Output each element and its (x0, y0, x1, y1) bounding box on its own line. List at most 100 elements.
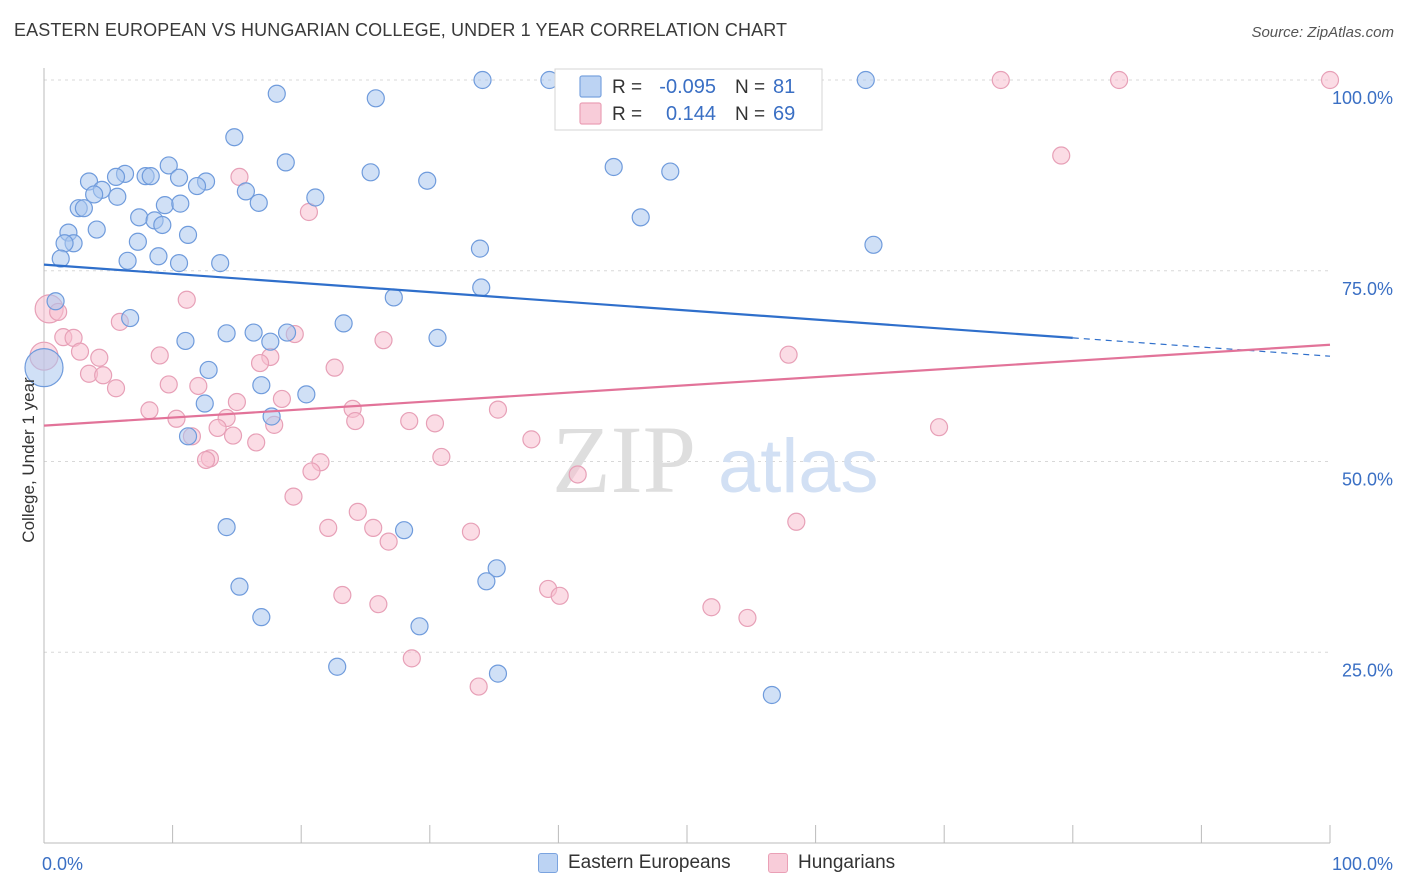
blue-point-53 (334, 314, 353, 333)
blue-point-69 (487, 559, 506, 578)
blue-point-75 (488, 664, 508, 683)
blue-point-39 (128, 232, 147, 251)
stats-legend: R = -0.095 N = 81 R = 0.144 N = 69 (554, 68, 823, 131)
y-tick-labels: 25.0% 50.0% 75.0% 100.0% (1332, 88, 1393, 680)
pink-point-41 (522, 430, 541, 449)
pink-point-64 (779, 345, 798, 364)
pink-point-2 (1320, 70, 1340, 90)
hungarians-trend-line (43, 343, 1331, 427)
x-tick-labels: 0.0% 100.0% (42, 854, 1393, 874)
blue-point-74 (328, 657, 347, 676)
legend-swatch-pink (768, 853, 788, 873)
pink-point-19 (250, 353, 270, 373)
blue-point-24 (85, 185, 104, 204)
blue-point-70 (477, 572, 496, 591)
watermark-atlas: atlas (718, 424, 879, 509)
blue-point-63 (195, 394, 214, 413)
pink-point-38 (929, 418, 949, 437)
pink-point-52 (319, 518, 338, 537)
axes (43, 68, 1331, 844)
blue-point-46 (118, 251, 137, 270)
blue-point-76 (762, 685, 781, 705)
x-tick-label-max: 100.0% (1332, 854, 1393, 874)
y-axis-label: College, Under 1 year (19, 377, 38, 543)
pink-point-25 (189, 376, 208, 396)
pink-point-22 (94, 366, 113, 385)
blue-point-72 (252, 608, 271, 627)
blue-point-41 (55, 234, 74, 253)
blue-point-55 (244, 323, 263, 342)
blue-point-11 (604, 157, 623, 177)
blue-point-28 (155, 196, 174, 215)
stats-r-label-blue: R = (612, 77, 642, 98)
blue-point-47 (169, 254, 189, 273)
y-tick-label-0: 25.0% (1342, 660, 1393, 680)
blue-point-22 (236, 182, 256, 201)
blue-point-32 (130, 208, 149, 227)
pink-point-62 (402, 649, 421, 668)
pink-point-23 (159, 375, 178, 394)
pink-point-34 (346, 411, 365, 431)
blue-point-20 (418, 171, 437, 190)
stats-r-label-pink: R = (612, 104, 642, 125)
blue-point-59 (261, 332, 280, 351)
source-label: Source: ZipAtlas.com (1251, 24, 1394, 41)
stats-r-value-blue: -0.095 (659, 76, 716, 98)
blue-point-0 (473, 70, 492, 90)
blue-point-73 (410, 617, 429, 636)
blue-point-71 (230, 577, 249, 596)
series-legend: Eastern Europeans Hungarians (0, 850, 1406, 880)
blue-point-45 (51, 249, 70, 268)
blue-point-10 (361, 163, 380, 182)
pink-point-47 (302, 462, 321, 481)
trend-lines (43, 263, 1331, 427)
x-tick-label-min: 0.0% (42, 854, 83, 874)
pink-point-15 (70, 342, 90, 361)
pink-point-45 (196, 450, 216, 470)
blue-point-58 (176, 331, 195, 351)
blue-point-51 (46, 292, 65, 311)
stats-n-value-blue: 81 (773, 76, 795, 98)
pink-point-30 (488, 400, 508, 419)
stats-legend-pink-swatch (579, 102, 602, 125)
blue-point-8 (276, 153, 295, 172)
pink-point-58 (550, 586, 569, 605)
chart-title: EASTERN EUROPEAN VS HUNGARIAN COLLEGE, U… (14, 20, 788, 40)
stats-r-value-pink: 0.144 (666, 103, 716, 125)
pink-point-6 (177, 290, 196, 309)
blue-point-3 (856, 70, 875, 90)
blue-point-33 (631, 208, 650, 227)
watermark-zip: ZIP (552, 406, 696, 513)
blue-point-42 (470, 239, 490, 258)
pink-point-0 (991, 70, 1010, 90)
blue-point-54 (217, 324, 236, 343)
pink-point-16 (90, 348, 109, 367)
blue-point-43 (864, 235, 883, 254)
blue-point-9 (159, 156, 178, 175)
blue-point-6 (366, 89, 385, 108)
blue-point-50 (384, 288, 403, 307)
blue-point-12 (661, 162, 680, 181)
blue-point-60 (199, 360, 218, 380)
blue-point-44 (149, 247, 168, 266)
stats-n-label-blue: N = (735, 77, 765, 98)
pink-point-54 (787, 512, 806, 531)
pink-point-53 (461, 522, 481, 541)
pink-point-27 (227, 392, 246, 412)
stats-n-label-pink: N = (735, 104, 765, 125)
blue-point-17 (169, 168, 189, 187)
gridlines (44, 79, 1330, 653)
blue-point-26 (306, 188, 325, 207)
blue-point-36 (87, 220, 106, 239)
blue-point-15 (141, 167, 160, 186)
blue-point-29 (171, 194, 190, 213)
eastern-europeans-trend-line (43, 263, 1073, 339)
pink-point-60 (702, 598, 721, 617)
pink-point-43 (432, 447, 451, 467)
legend-label-hungarians: Hungarians (798, 852, 896, 873)
legend-item-eastern-europeans: Eastern Europeans (538, 852, 731, 874)
blue-point-48 (211, 254, 230, 273)
pink-point-61 (738, 608, 757, 628)
blue-point-35 (153, 215, 172, 235)
